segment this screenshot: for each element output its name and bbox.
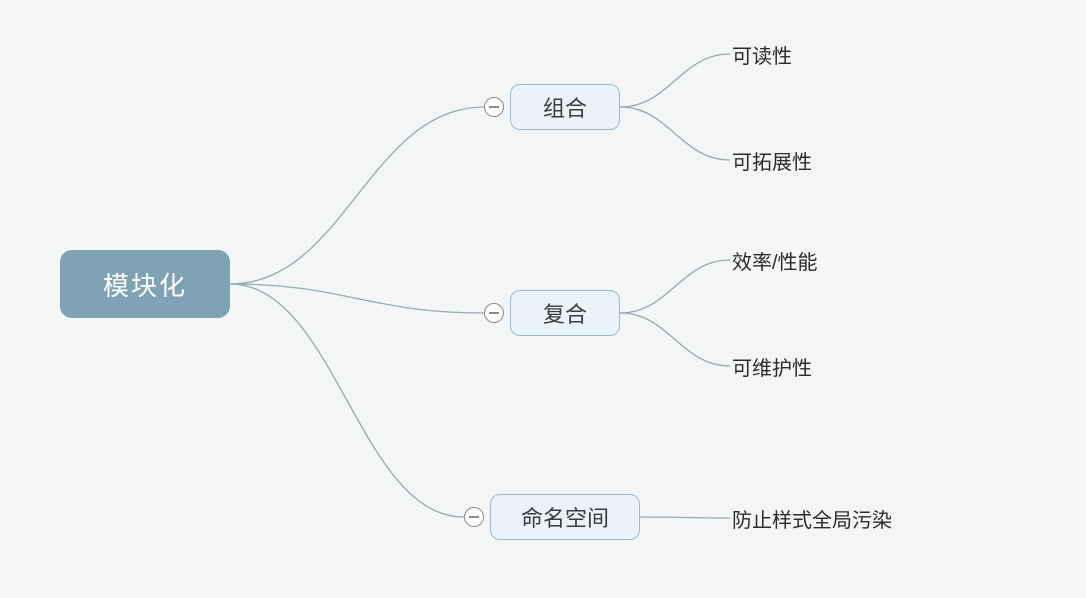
edge [640,517,730,518]
edge [620,260,730,313]
leaf-node-readability[interactable]: 可读性 [730,40,850,68]
child-label: 复合 [543,297,587,329]
collapse-icon[interactable] [484,303,504,323]
leaf-node-extensibility[interactable]: 可拓展性 [730,146,870,174]
leaf-label: 效率/性能 [732,246,818,275]
child-node-combination[interactable]: 组合 [510,84,620,130]
edge [620,107,730,160]
leaf-label: 可维护性 [732,352,812,381]
child-node-namespace[interactable]: 命名空间 [490,494,640,540]
collapse-icon[interactable] [464,507,484,527]
edge [230,107,484,284]
edge [620,313,730,366]
child-node-composite[interactable]: 复合 [510,290,620,336]
child-label: 命名空间 [521,501,609,533]
collapse-icon[interactable] [484,97,504,117]
mindmap-canvas: 模块化 组合 复合 命名空间 可读性 可拓展性 效率/性能 可维护性 防止样式全… [0,0,1086,598]
leaf-label: 防止样式全局污染 [732,504,892,533]
leaf-label: 可读性 [732,40,792,69]
edge [230,284,464,517]
leaf-node-global-pollution[interactable]: 防止样式全局污染 [730,504,950,532]
child-label: 组合 [543,91,587,123]
leaf-node-performance[interactable]: 效率/性能 [730,246,870,274]
root-node[interactable]: 模块化 [60,250,230,318]
root-label: 模块化 [103,266,187,303]
leaf-label: 可拓展性 [732,146,812,175]
leaf-node-maintainability[interactable]: 可维护性 [730,352,870,380]
edge [620,54,730,107]
edge [230,284,484,313]
